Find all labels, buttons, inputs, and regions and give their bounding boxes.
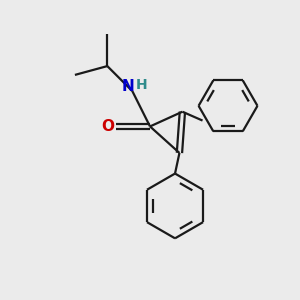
Text: N: N	[122, 79, 134, 94]
Text: H: H	[136, 78, 148, 92]
Text: O: O	[101, 119, 114, 134]
